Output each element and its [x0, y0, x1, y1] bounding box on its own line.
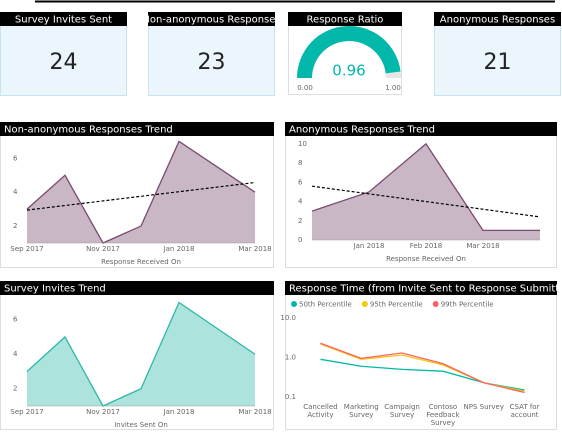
legend-marker: [432, 301, 439, 307]
panel-title: Response Ratio: [307, 15, 384, 26]
gauge-value: 0.96: [332, 62, 365, 80]
x-tick-label: Nov 2017: [86, 245, 120, 253]
y-tick-label: 2: [13, 222, 17, 230]
x-axis-title: Invites Sent On: [114, 421, 168, 429]
x-tick-text: Campaign Survey: [384, 403, 420, 419]
legend-label: 99th Percentile: [441, 301, 494, 309]
panel-title: Survey Invites Sent: [15, 15, 112, 26]
y-tick-label: 6: [13, 154, 18, 162]
panel-title: Response Time (from Invite Sent to Respo…: [289, 284, 562, 295]
area: [312, 143, 540, 240]
x-tick-text: CSAT for account: [509, 403, 540, 419]
x-tick-label: Mar 2018: [238, 408, 271, 416]
card-value: 23: [198, 50, 226, 75]
x-tick-label: Sep 2017: [10, 245, 43, 253]
panel: [285, 122, 557, 268]
legend-marker: [361, 301, 368, 307]
card: [0, 12, 127, 96]
card-value: 21: [484, 50, 512, 75]
x-tick-label: Jan 2018: [353, 242, 385, 250]
y-tick-label: 8: [298, 159, 302, 167]
area: [27, 302, 255, 406]
y-tick-label: 1.0: [285, 354, 296, 362]
x-tick-text: Cancelled Activity: [303, 403, 338, 419]
y-tick-label: 0: [298, 236, 302, 244]
y-tick-label: 2: [13, 385, 17, 393]
x-tick-text: Marketing Survey: [343, 403, 379, 419]
x-axis-title: Response Received On: [101, 258, 181, 266]
area-line: [26, 140, 256, 244]
panel-header: [148, 12, 275, 26]
panel-title: Non-anonymous Responses Trend: [4, 125, 173, 136]
x-tick-label: Feb 2018: [410, 242, 442, 250]
panel-header: [288, 12, 402, 26]
y-tick-label: 4: [298, 198, 303, 206]
x-tick-text: Contoso Feedback Survey: [426, 403, 460, 427]
x-tick-label: Contoso Feedback Survey: [426, 403, 460, 427]
panel-title: Anonymous Responses Trend: [289, 125, 435, 136]
x-tick-label: NPS Survey: [463, 403, 504, 411]
gauge-max: 1.00: [385, 84, 401, 92]
y-tick-label: 6: [298, 178, 303, 186]
trend-line: [26, 181, 256, 211]
panel: [285, 281, 557, 430]
legend-label: 95th Percentile: [370, 301, 423, 309]
panel-title: Non-anonymous Responses: [142, 15, 280, 26]
y-tick-label: 4: [13, 188, 18, 196]
area-line: [26, 301, 256, 407]
panel-header: [285, 122, 557, 136]
y-tick-label: 6: [13, 316, 18, 324]
panel-header: [0, 12, 127, 26]
x-tick-label: Mar 2018: [238, 245, 271, 253]
area-line: [311, 142, 540, 232]
x-tick-label: Cancelled Activity: [303, 403, 338, 419]
y-tick-label: 0.1: [285, 393, 296, 401]
x-axis-title: Response Received On: [386, 255, 466, 263]
x-tick-label: Jan 2018: [163, 408, 195, 416]
panel-header: [285, 281, 557, 295]
x-tick-label: CSAT for account: [509, 403, 540, 419]
y-tick-label: 10.0: [280, 314, 296, 322]
x-tick-label: Nov 2017: [86, 408, 120, 416]
gauge-fill: [297, 26, 401, 78]
trend-line: [311, 185, 541, 218]
y-tick-label: 10: [298, 140, 307, 148]
y-tick-label: 4: [13, 350, 18, 358]
x-tick-label: Jan 2018: [163, 245, 195, 253]
panel-header: [434, 12, 561, 26]
panel-title: Survey Invites Trend: [4, 284, 106, 295]
y-tick-label: 2: [298, 217, 302, 225]
legend-label: 50th Percentile: [299, 301, 352, 309]
series-line: [320, 342, 525, 394]
card-value: 24: [50, 50, 78, 75]
x-tick-label: Campaign Survey: [384, 403, 420, 419]
x-tick-label: Sep 2017: [10, 408, 43, 416]
x-tick-label: Mar 2018: [466, 242, 499, 250]
x-tick-text: NPS Survey: [463, 403, 504, 411]
area: [27, 141, 255, 243]
legend-marker: [291, 301, 297, 307]
card: [148, 12, 275, 96]
panel: [0, 122, 274, 268]
panel: [0, 281, 274, 430]
panel-title: Anonymous Responses: [440, 15, 555, 26]
gauge-min: 0.00: [297, 84, 313, 92]
x-tick-label: Marketing Survey: [343, 403, 379, 419]
panel-header: [0, 281, 274, 295]
card: [434, 12, 561, 96]
panel-header: [0, 122, 274, 136]
